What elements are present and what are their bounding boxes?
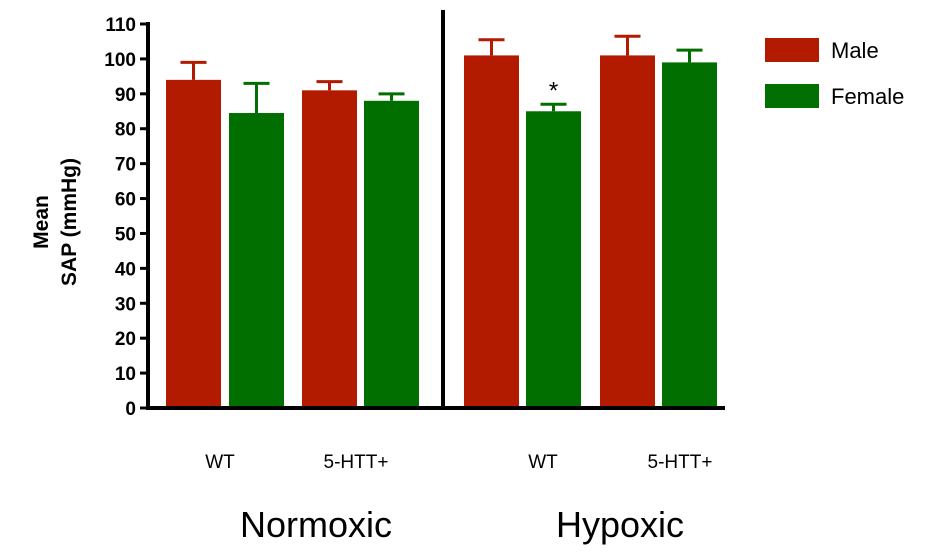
bar-male-0-1: [302, 90, 357, 408]
labels-layer: WT 5-HTT+ Normoxic * WT 5-HTT+ Hypoxic: [205, 77, 712, 545]
y-tick-label-30: 30: [115, 294, 136, 315]
bar-male-1-0: [464, 55, 519, 408]
y-tick-label-60: 60: [115, 190, 136, 211]
y-tick-label-0: 0: [125, 399, 136, 420]
category-label-0-0: WT: [205, 452, 235, 473]
y-tick-label-40: 40: [115, 259, 136, 280]
legend-label-male: Male: [831, 38, 879, 63]
y-axis-label-line2: SAP (mmHg): [58, 158, 81, 286]
group-label-1: Hypoxic: [556, 504, 684, 545]
bar-male-1-1: [600, 55, 655, 408]
significance-annotation-1-0: *: [549, 77, 558, 104]
bar-male-0-0: [166, 79, 221, 408]
y-tick-label-90: 90: [115, 85, 136, 106]
y-tick-label-80: 80: [115, 120, 136, 141]
bar-female-1-1: [662, 62, 717, 409]
legend-swatch-female: [765, 84, 819, 108]
bar-female-1-0: [526, 111, 581, 408]
legend-label-female: Female: [831, 84, 904, 109]
bars-layer: [166, 34, 717, 409]
bar-female-0-0: [229, 113, 284, 408]
y-tick-label-20: 20: [115, 329, 136, 350]
legend: Male Female: [765, 38, 904, 109]
y-tick-label-100: 100: [104, 50, 136, 71]
group-label-0: Normoxic: [240, 504, 392, 545]
legend-swatch-male: [765, 38, 819, 62]
y-axis-label: Mean SAP (mmHg): [30, 158, 81, 286]
y-tick-label-10: 10: [115, 364, 136, 385]
bar-female-0-1: [364, 100, 419, 409]
y-axis-label-line1: Mean: [30, 195, 53, 249]
y-tick-label-70: 70: [115, 155, 136, 176]
y-tick-label-50: 50: [115, 224, 136, 245]
category-label-1-1: 5-HTT+: [648, 452, 713, 473]
y-tick-label-110: 110: [105, 15, 136, 36]
category-label-0-1: 5-HTT+: [324, 452, 389, 473]
category-label-1-0: WT: [528, 452, 558, 473]
axes-layer: 0 10 20 30 40 50 60 70 80 90 100 110: [104, 10, 725, 420]
